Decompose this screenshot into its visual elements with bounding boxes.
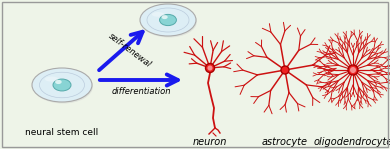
Ellipse shape (32, 68, 92, 102)
Text: neural stem cell: neural stem cell (25, 128, 99, 137)
Ellipse shape (281, 66, 289, 74)
Ellipse shape (160, 14, 176, 26)
Text: oligodendrocyte: oligodendrocyte (313, 137, 390, 147)
Ellipse shape (350, 67, 356, 73)
Ellipse shape (206, 63, 214, 73)
Ellipse shape (45, 76, 58, 82)
Text: neuron: neuron (193, 137, 227, 147)
Ellipse shape (207, 66, 213, 70)
Ellipse shape (140, 4, 196, 36)
Ellipse shape (33, 69, 93, 104)
Ellipse shape (141, 6, 197, 38)
Ellipse shape (161, 15, 168, 19)
Text: differentiation: differentiation (112, 87, 172, 96)
Ellipse shape (152, 12, 165, 17)
Ellipse shape (348, 65, 358, 75)
Text: self-renewal: self-renewal (107, 31, 153, 69)
Ellipse shape (53, 79, 71, 91)
Ellipse shape (55, 80, 62, 84)
Text: astrocyte: astrocyte (262, 137, 308, 147)
